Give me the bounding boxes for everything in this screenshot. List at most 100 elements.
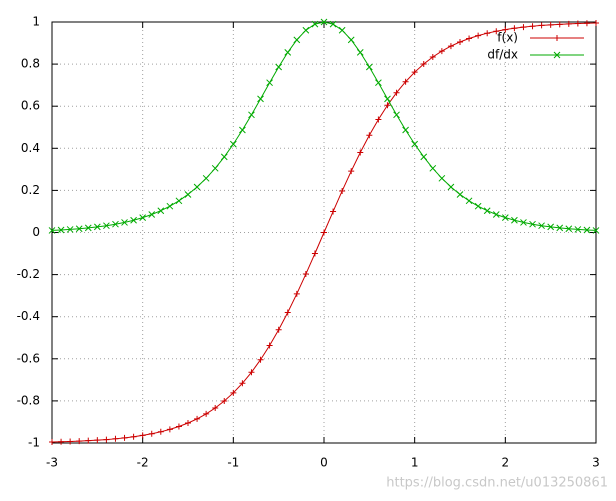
point-marker — [257, 95, 264, 103]
point-marker — [493, 28, 500, 35]
point-marker — [202, 174, 210, 182]
point-marker — [175, 197, 183, 205]
point-marker — [48, 227, 56, 234]
point-marker — [148, 430, 155, 437]
point-marker — [248, 111, 255, 119]
point-marker — [67, 438, 74, 445]
point-marker — [94, 437, 101, 444]
point-marker — [402, 126, 409, 134]
point-marker — [402, 78, 409, 85]
point-marker — [284, 309, 291, 316]
point-marker — [75, 225, 83, 233]
y-tick-label: 0.6 — [21, 99, 40, 113]
point-marker — [338, 26, 346, 34]
point-marker — [447, 183, 455, 191]
point-marker — [139, 214, 147, 221]
y-tick-label: 0.4 — [21, 141, 40, 155]
point-marker — [375, 116, 382, 123]
point-marker — [357, 149, 364, 156]
point-marker — [502, 26, 509, 33]
point-marker — [230, 389, 237, 396]
point-marker — [411, 140, 419, 148]
point-marker — [130, 433, 137, 440]
point-marker — [429, 54, 436, 61]
point-marker — [592, 227, 600, 234]
point-marker — [166, 426, 173, 433]
point-marker — [57, 226, 65, 234]
point-marker — [520, 219, 527, 226]
point-marker — [529, 23, 536, 30]
point-marker — [148, 211, 156, 218]
point-marker — [84, 224, 92, 232]
point-marker — [393, 89, 400, 96]
point-marker — [420, 153, 428, 161]
point-marker — [384, 95, 391, 103]
point-marker — [284, 49, 292, 56]
legend-marker — [554, 35, 560, 41]
y-tick-label: -0.6 — [17, 351, 40, 365]
point-marker — [529, 220, 536, 228]
point-marker — [511, 25, 518, 32]
point-marker — [556, 224, 564, 232]
legend-label: f(x) — [497, 31, 518, 45]
point-marker — [220, 153, 228, 161]
point-marker — [293, 290, 300, 297]
point-marker — [484, 30, 491, 37]
point-marker — [429, 164, 437, 172]
point-marker — [365, 63, 373, 71]
point-marker — [329, 20, 337, 28]
y-tick-label: 0.8 — [21, 57, 40, 71]
point-marker — [556, 21, 563, 28]
point-marker — [166, 202, 174, 210]
point-marker — [447, 43, 454, 50]
point-marker — [321, 229, 327, 236]
point-marker — [311, 20, 319, 28]
point-marker — [302, 271, 309, 278]
point-marker — [229, 140, 237, 148]
point-marker — [311, 250, 318, 257]
point-marker — [121, 219, 128, 226]
point-marker — [302, 26, 310, 34]
point-marker — [85, 437, 92, 444]
point-marker — [239, 126, 246, 134]
point-marker — [538, 22, 545, 29]
point-marker — [211, 164, 219, 172]
x-tick-label: 2 — [502, 456, 510, 470]
point-marker — [366, 132, 373, 139]
point-marker — [565, 20, 572, 27]
point-marker — [330, 208, 337, 215]
x-tick-label: -3 — [46, 456, 58, 470]
point-marker — [184, 191, 192, 198]
x-tick-label: -2 — [137, 456, 149, 470]
point-marker — [275, 63, 283, 71]
x-tick-label: -1 — [227, 456, 239, 470]
point-marker — [583, 20, 590, 27]
point-marker — [103, 436, 110, 443]
point-marker — [465, 197, 473, 205]
point-marker — [574, 226, 582, 233]
point-marker — [457, 38, 463, 45]
point-marker — [103, 222, 110, 230]
point-marker — [130, 216, 137, 224]
point-marker — [456, 191, 464, 198]
point-marker — [266, 342, 273, 349]
point-marker — [501, 214, 509, 221]
point-marker — [492, 211, 500, 218]
point-marker — [339, 187, 346, 194]
point-marker — [157, 428, 164, 435]
y-tick-label: -1 — [28, 436, 40, 450]
point-marker — [66, 226, 74, 233]
point-marker — [157, 207, 165, 215]
x-tick-label: 0 — [320, 456, 328, 470]
point-marker — [93, 223, 101, 231]
point-marker — [275, 326, 282, 333]
point-marker — [547, 223, 555, 231]
point-marker — [511, 216, 518, 224]
point-marker — [483, 207, 491, 215]
point-marker — [438, 174, 446, 182]
point-marker — [58, 438, 65, 445]
x-tick-label: 3 — [592, 456, 600, 470]
point-marker — [474, 202, 482, 210]
point-marker — [76, 438, 83, 445]
